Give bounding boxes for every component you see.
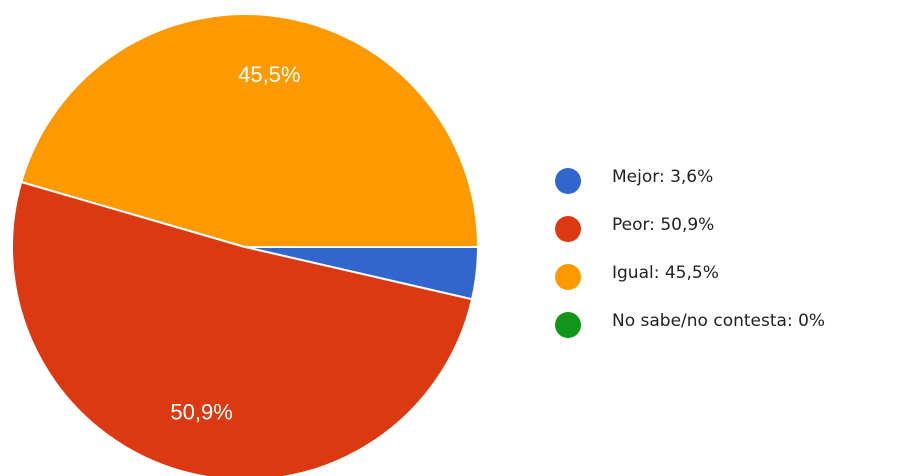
legend-swatch xyxy=(555,168,581,194)
legend-swatch xyxy=(555,312,581,338)
legend-label: Mejor: 3,6% xyxy=(612,167,713,187)
pie-slice xyxy=(20,13,480,248)
legend-swatch xyxy=(555,216,581,242)
pie-slice xyxy=(11,180,474,476)
legend-label: Peor: 50,9% xyxy=(612,215,714,235)
slice-label: 50,9% xyxy=(170,400,232,425)
legend-swatch xyxy=(555,264,581,290)
slice-label: 45,5% xyxy=(238,62,300,87)
legend-label: Igual: 45,5% xyxy=(612,263,719,283)
legend-label: No sabe/no contesta: 0% xyxy=(612,311,825,331)
